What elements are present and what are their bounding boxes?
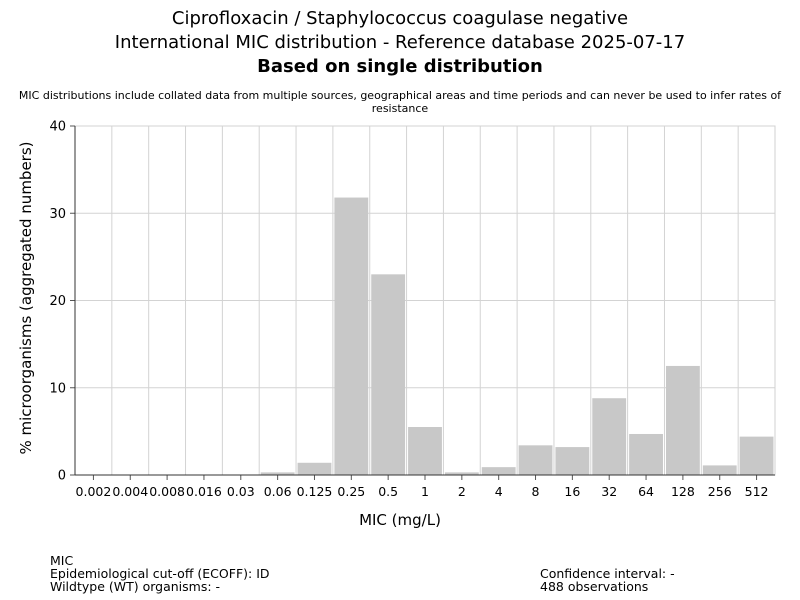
title-line-2: International MIC distribution - Referen…	[114, 32, 686, 53]
x-tick-label: 256	[708, 484, 732, 499]
x-tick-label: 32	[601, 484, 617, 499]
x-tick-label: 0.06	[264, 484, 292, 499]
y-tick-label: 40	[49, 120, 66, 135]
y-tick-label: 0	[58, 469, 66, 484]
x-tick-label: 2	[458, 484, 466, 499]
footer-right: Confidence interval: - 488 observations	[540, 567, 675, 593]
y-axis-label: % microorganisms (aggregated numbers)	[17, 141, 35, 454]
bar-16	[555, 447, 590, 475]
x-tick-label: 0.004	[112, 484, 148, 499]
bar-8	[518, 445, 553, 475]
bar-2	[444, 472, 479, 475]
footer-left: MIC Epidemiological cut-off (ECOFF): ID …	[50, 554, 270, 593]
footer-mic-label: MIC	[50, 553, 74, 568]
x-tick-label: 0.03	[227, 484, 255, 499]
x-tick-label: 64	[638, 484, 654, 499]
footer-confidence: Confidence interval: -	[540, 566, 675, 581]
x-tick-label: 8	[532, 484, 540, 499]
footer-ecoff: Epidemiological cut-off (ECOFF): ID	[50, 566, 270, 581]
x-tick-label: 0.008	[149, 484, 185, 499]
bar-0.25	[334, 197, 369, 476]
bar-32	[592, 398, 627, 475]
x-tick-label: 16	[564, 484, 580, 499]
bar-0.06	[260, 472, 295, 475]
chart-subtitle: MIC distributions include collated data …	[18, 89, 782, 115]
y-tick-label: 30	[49, 207, 66, 222]
title-line-3: Based on single distribution	[257, 56, 543, 77]
title-line-1: Ciprofloxacin / Staphylococcus coagulase…	[171, 8, 629, 29]
bar-0.125	[297, 462, 332, 475]
bar-1	[408, 427, 442, 475]
x-tick-label: 0.125	[297, 484, 333, 499]
x-tick-label: 1	[421, 484, 429, 499]
footer-observations: 488 observations	[540, 579, 649, 594]
chart-title: Ciprofloxacin / Staphylococcus coagulase…	[0, 7, 800, 79]
bar-64	[629, 433, 663, 475]
x-tick-label: 512	[745, 484, 769, 499]
bar-4	[481, 467, 516, 475]
x-tick-label: 128	[671, 484, 695, 499]
y-tick-label: 10	[49, 381, 66, 396]
x-tick-label: 0.5	[378, 484, 398, 499]
bar-256	[702, 465, 737, 475]
y-tick-label: 20	[49, 294, 66, 309]
footer-wildtype: Wildtype (WT) organisms: -	[50, 579, 221, 594]
bar-512	[739, 436, 774, 475]
bar-128	[665, 365, 700, 475]
axis-layer: 0 10 20 30 40 0.002 0.004 0.008 0.016 0.03 0.06 0.1…	[49, 120, 775, 499]
x-tick-label: 0.016	[186, 484, 222, 499]
bar-0.5	[371, 274, 406, 475]
x-tick-label: 0.25	[337, 484, 365, 499]
bar-layer	[260, 197, 774, 476]
x-tick-label: 0.002	[76, 484, 112, 499]
x-axis-label: MIC (mg/L)	[359, 511, 441, 529]
x-tick-label: 4	[495, 484, 503, 499]
